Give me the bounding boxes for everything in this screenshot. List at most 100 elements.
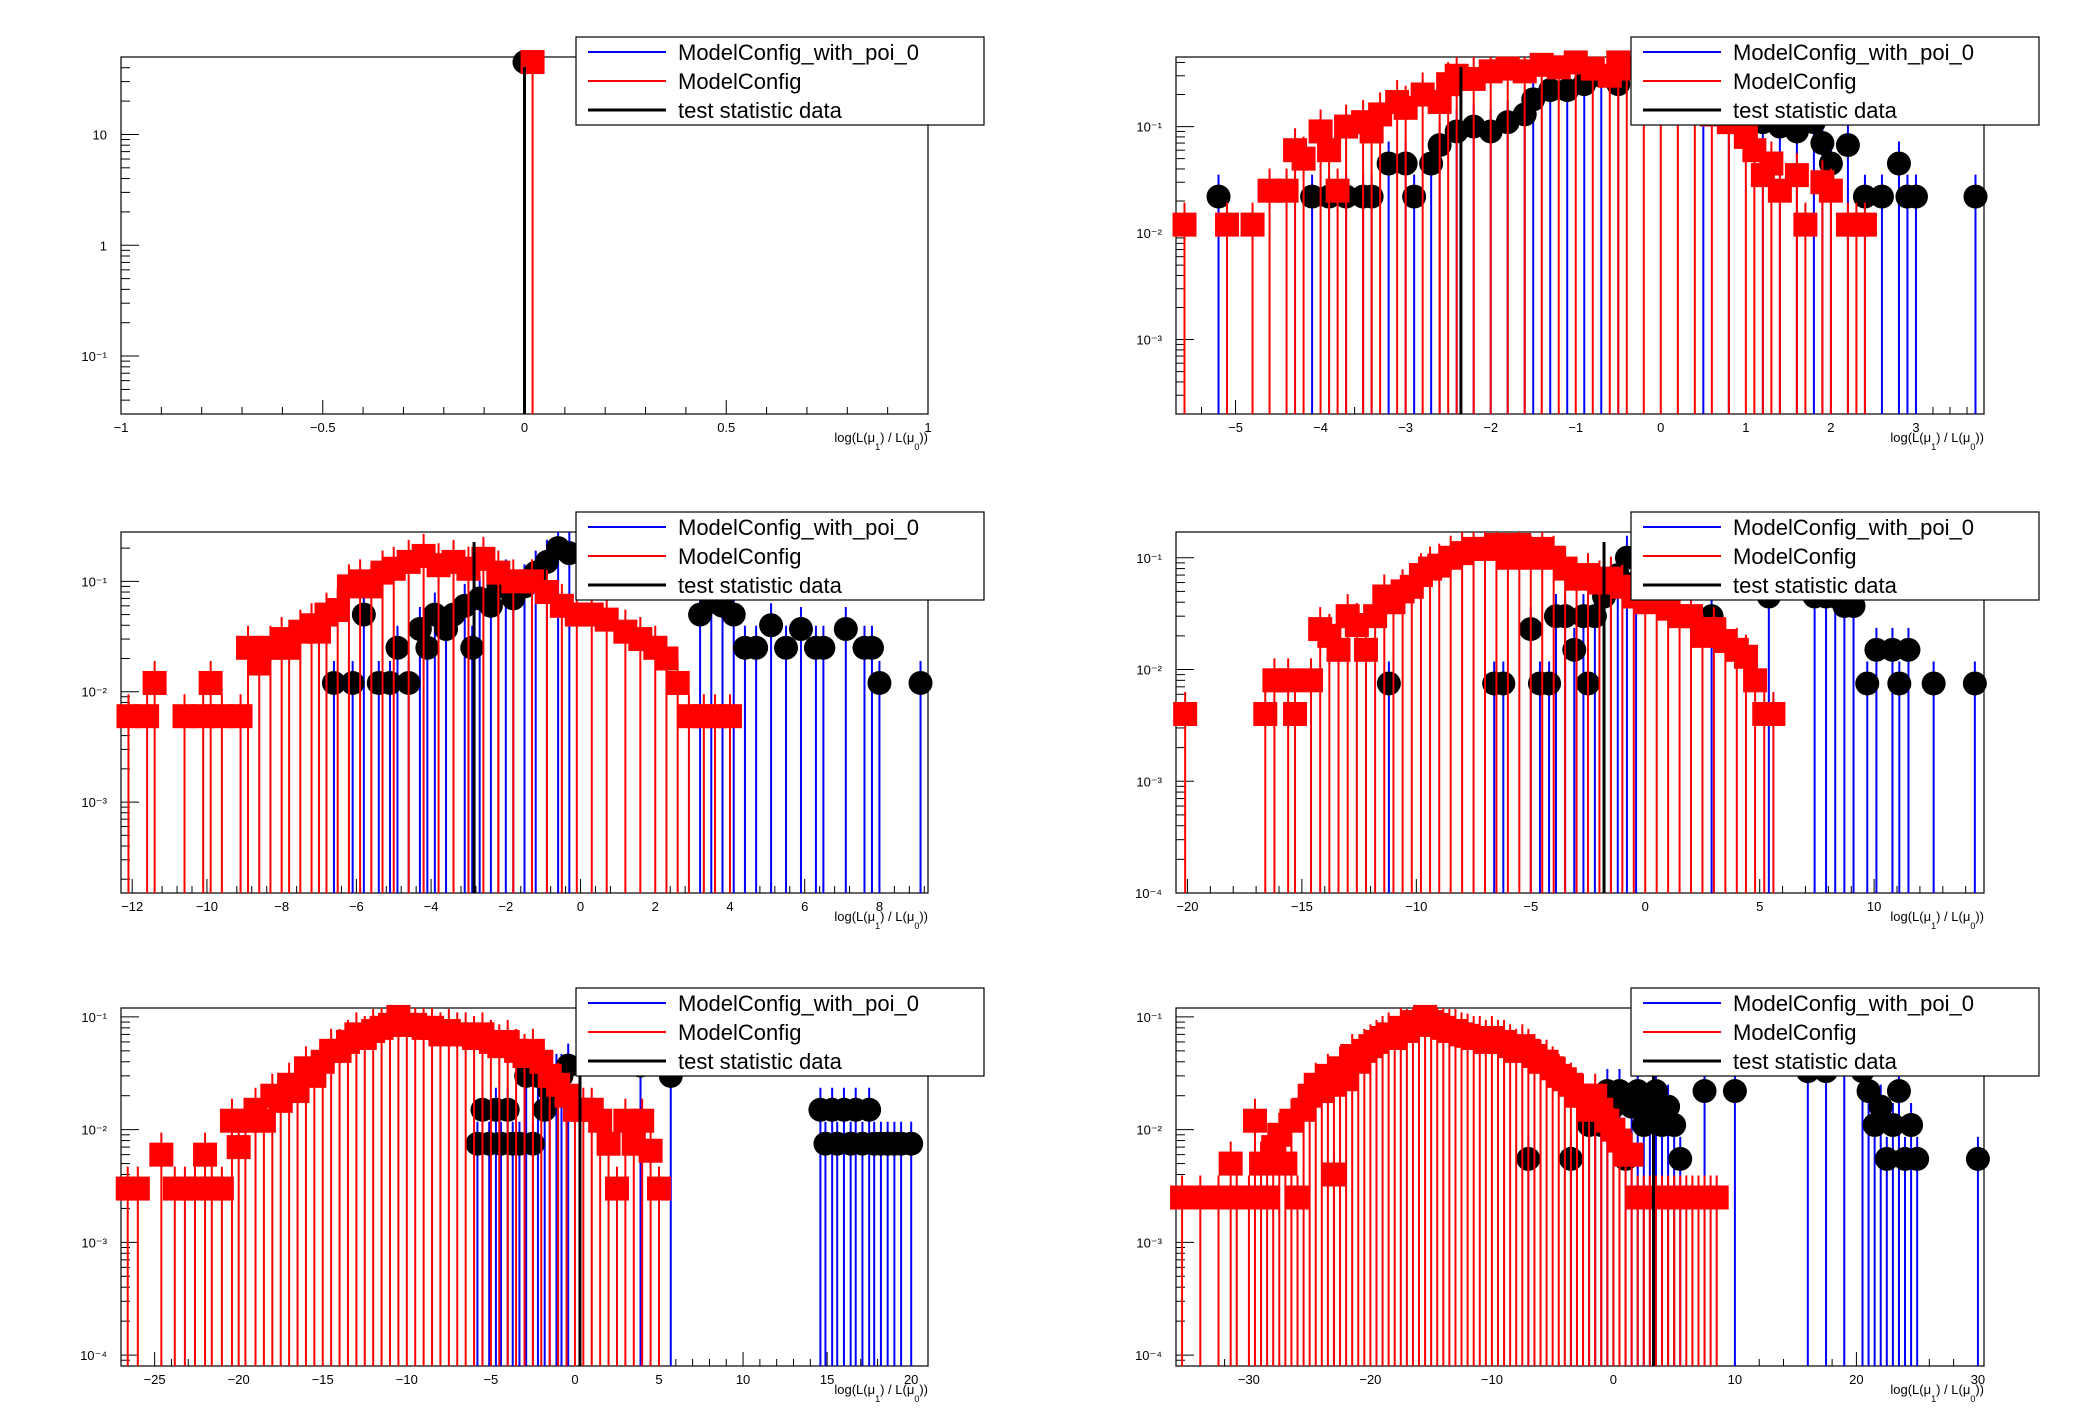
data-point: [1299, 668, 1324, 693]
x-tick-label: −4: [424, 899, 439, 914]
y-tick-label: 10⁻¹: [81, 349, 107, 364]
x-tick-label: 2: [1827, 420, 1834, 435]
y-tick-label: 10⁻³: [81, 795, 107, 810]
data-point: [557, 541, 582, 566]
data-point: [1880, 1112, 1905, 1137]
data-point: [1656, 1094, 1681, 1119]
data-point: [340, 670, 365, 695]
legend-label: test statistic data: [1733, 1049, 1898, 1074]
data-point: [833, 617, 858, 642]
y-tick-label: 10⁻³: [1136, 774, 1162, 789]
data-point: [1852, 212, 1877, 237]
x-tick-label: 0: [577, 899, 584, 914]
y-tick-label: 10⁻⁴: [80, 1348, 107, 1363]
data-point: [149, 1142, 174, 1167]
x-axis-title: log(L(μ1) / L(μ0)): [834, 1382, 928, 1404]
legend-label: ModelConfig: [678, 1020, 802, 1045]
data-point: [759, 613, 784, 638]
legend-label: ModelConfig: [1733, 69, 1857, 94]
data-point: [378, 670, 402, 695]
x-tick-label: −10: [1405, 899, 1427, 914]
data-point: [1899, 1112, 1924, 1137]
data-point: [867, 670, 892, 695]
x-tick-label: 0.5: [717, 420, 735, 435]
data-point: [1962, 671, 1987, 696]
data-point: [1905, 1146, 1930, 1171]
data-point: [1537, 671, 1562, 696]
axis-title-end: )): [919, 909, 928, 924]
x-tick-label: 4: [726, 899, 733, 914]
data-point: [1835, 133, 1860, 158]
data-point: [1317, 138, 1342, 163]
data-point: [1255, 1185, 1280, 1210]
x-tick-label: 20: [1849, 1372, 1863, 1387]
y-tick-label: 10⁻⁴: [1135, 1348, 1162, 1363]
y-tick-label: 10⁻¹: [1136, 1010, 1162, 1025]
x-tick-label: −6: [349, 899, 364, 914]
data-point: [1325, 178, 1350, 203]
x-tick-label: −15: [1291, 899, 1313, 914]
data-point: [604, 1176, 629, 1201]
data-point: [1240, 212, 1265, 237]
data-point: [630, 1108, 655, 1133]
y-tick-label: 10⁻²: [1136, 226, 1162, 241]
data-point: [501, 569, 526, 594]
axis-title-mid: ) / L(μ: [880, 430, 914, 445]
x-tick-label: 8: [876, 899, 883, 914]
data-point: [908, 670, 933, 695]
axis-title-sub1: 1: [875, 442, 880, 452]
data-point: [351, 602, 376, 627]
axis-title-end: )): [1975, 1382, 1984, 1397]
legend: ModelConfig_with_poi_0 ModelConfig test st…: [1630, 36, 2040, 126]
data-point: [1668, 1146, 1693, 1171]
data-point: [1759, 151, 1784, 176]
axis-title-sub2: 0: [1970, 921, 1975, 931]
data-point: [1793, 212, 1818, 237]
data-point: [228, 704, 253, 729]
legend-label: ModelConfig_with_poi_0: [678, 991, 919, 1016]
axis-title-main: log(L(μ: [1890, 1382, 1931, 1397]
axis-title-main: log(L(μ: [834, 430, 875, 445]
data-point: [744, 635, 769, 660]
data-point: [1662, 1112, 1687, 1137]
data-point: [774, 635, 799, 660]
legend-label: ModelConfig: [1733, 544, 1857, 569]
data-point: [1300, 184, 1325, 209]
data-point: [1274, 178, 1299, 203]
legend-label: test statistic data: [678, 573, 843, 598]
chart-panel-4: 10⁻¹10⁻²10⁻³10⁻⁴−20 −15 −10 −5 0 5 10log(L(μ1)…: [1135, 511, 2040, 931]
axis-title-sub2: 0: [1970, 1394, 1975, 1404]
x-tick-label: −30: [1238, 1372, 1260, 1387]
data-point: [125, 1176, 150, 1201]
y-tick-label: 10⁻¹: [1136, 120, 1162, 135]
legend-label: ModelConfig_with_poi_0: [678, 40, 919, 65]
axis-title-sub1: 1: [1931, 442, 1936, 452]
y-tick-label: 10⁻³: [1136, 1235, 1162, 1250]
data-point: [857, 1097, 882, 1122]
data-point: [1862, 1112, 1887, 1137]
data-point: [1704, 1185, 1729, 1210]
axis-title-sub2: 0: [914, 921, 919, 931]
axis-title-main: log(L(μ: [834, 909, 875, 924]
data-point: [1253, 701, 1278, 726]
legend-label: test statistic data: [1733, 98, 1898, 123]
y-tick-label: 10⁻²: [1136, 1123, 1162, 1138]
x-tick-label: 3: [1912, 420, 1919, 435]
x-tick-label: 10: [1867, 899, 1881, 914]
y-tick-label: 10: [93, 127, 107, 142]
axis-title-mid: ) / L(μ: [1936, 430, 1970, 445]
legend-label: test statistic data: [678, 98, 843, 123]
data-point: [226, 1135, 251, 1160]
x-tick-label: 0: [571, 1372, 578, 1387]
x-tick-label: 15: [820, 1372, 834, 1387]
x-tick-label: −2: [498, 899, 513, 914]
data-point: [647, 1176, 671, 1201]
data-point: [1869, 184, 1894, 209]
axis-title-main: log(L(μ: [834, 1382, 875, 1397]
axis-title-end: )): [1975, 430, 1984, 445]
data-point: [1242, 1108, 1267, 1133]
data-point: [811, 635, 836, 660]
data-point: [638, 1138, 663, 1163]
legend-label: ModelConfig: [678, 69, 802, 94]
axis-title-end: )): [919, 1382, 928, 1397]
